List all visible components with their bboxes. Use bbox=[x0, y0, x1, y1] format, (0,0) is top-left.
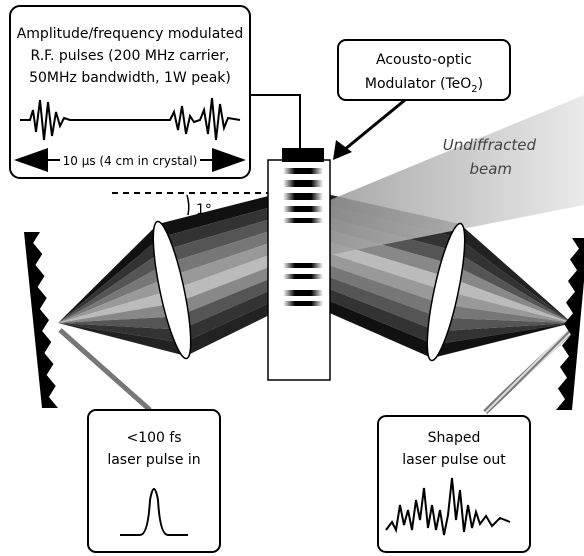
lens bbox=[152, 220, 192, 360]
label-bg bbox=[60, 152, 200, 168]
beam-band bbox=[434, 323, 572, 345]
rf-waveform bbox=[20, 97, 241, 141]
beam-band bbox=[58, 224, 161, 323]
input-beam bbox=[58, 328, 152, 412]
aom-text: Modulator (TeO bbox=[365, 76, 471, 92]
beam-band bbox=[58, 263, 170, 323]
beam-band bbox=[58, 303, 178, 323]
angle-label: 1° bbox=[196, 202, 212, 218]
input-text: <100 fs bbox=[126, 430, 181, 446]
aom-text: Modulator (TeO2) bbox=[365, 76, 483, 95]
lens bbox=[426, 222, 466, 362]
mirror bbox=[556, 238, 584, 410]
output-beam bbox=[482, 327, 575, 415]
output-pulse bbox=[385, 477, 511, 536]
undiffracted-beam bbox=[330, 95, 584, 255]
aom-box bbox=[337, 39, 511, 101]
rf-text: Amplitude/frequency modulated bbox=[17, 26, 244, 42]
undiffracted-label: beam bbox=[469, 160, 512, 178]
beam-band bbox=[166, 221, 300, 277]
duration-label: 10 μs (4 cm in crystal) bbox=[63, 154, 198, 168]
input-text: laser pulse in bbox=[107, 452, 200, 468]
beam-band bbox=[160, 199, 300, 251]
beam-band bbox=[158, 188, 300, 238]
pointer-line bbox=[343, 98, 406, 152]
arrow-head bbox=[212, 148, 246, 172]
beam-band bbox=[58, 276, 172, 323]
beam-band bbox=[451, 250, 572, 323]
rf-cable bbox=[250, 94, 301, 148]
beam-band bbox=[58, 323, 186, 356]
beam-band bbox=[163, 210, 300, 264]
output-text: Shaped bbox=[428, 430, 481, 446]
input-pulse bbox=[120, 488, 188, 536]
undiffracted-label: Undiffracted bbox=[443, 136, 537, 154]
subscript: 2 bbox=[471, 84, 477, 95]
beam-band bbox=[457, 224, 572, 323]
output-box bbox=[377, 415, 531, 553]
beam-band bbox=[437, 317, 572, 332]
output-text: laser pulse out bbox=[402, 452, 506, 468]
angle-arc bbox=[186, 194, 190, 216]
beam-band bbox=[454, 237, 572, 323]
beam-band bbox=[443, 291, 572, 323]
beam-band bbox=[446, 277, 572, 323]
rf-text: R.F. pulses (200 MHz carrier, bbox=[31, 48, 230, 64]
rf-text: 50MHz bandwidth, 1W peak) bbox=[29, 70, 231, 86]
beam-band bbox=[58, 250, 167, 323]
beam-band bbox=[300, 288, 435, 358]
aom-text: Acousto-optic bbox=[376, 52, 472, 68]
input-box bbox=[87, 409, 221, 553]
pointer-head bbox=[333, 140, 352, 160]
beam-band bbox=[432, 323, 572, 358]
beam-band bbox=[58, 316, 181, 330]
beam-band bbox=[300, 266, 441, 332]
beam-band bbox=[58, 290, 175, 323]
beam-band bbox=[300, 277, 438, 345]
beam-band bbox=[300, 244, 446, 305]
rf-box bbox=[9, 5, 251, 179]
acoustic-waves bbox=[283, 168, 323, 306]
beam-band bbox=[300, 255, 444, 318]
aom-text: ) bbox=[478, 76, 483, 92]
beam-band bbox=[448, 264, 572, 323]
beam-band bbox=[440, 304, 572, 323]
arrow-head bbox=[14, 148, 48, 172]
beam-band bbox=[58, 237, 164, 323]
mirror bbox=[24, 232, 58, 408]
mirrors bbox=[24, 232, 584, 410]
transducer bbox=[282, 148, 324, 162]
